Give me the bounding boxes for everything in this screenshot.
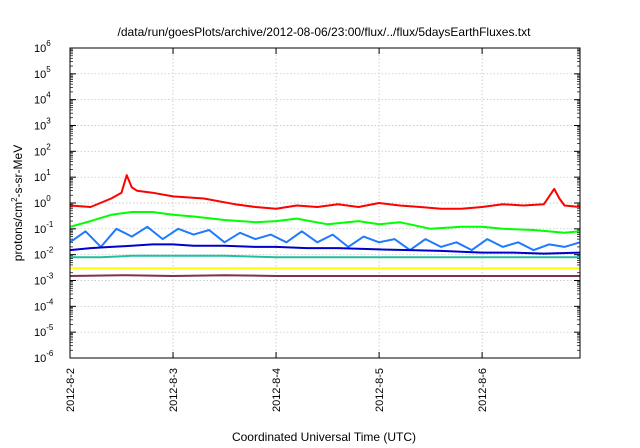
y-tick-label: 10-4 [34, 297, 54, 313]
x-tick-label: 2012-8-6 [477, 368, 489, 412]
series-line [69, 174, 581, 210]
x-axis-label: Coordinated Universal Time (UTC) [232, 430, 416, 444]
y-tick-label: 106 [34, 39, 51, 55]
y-axis-label-rest: -s-sr-MeV [11, 145, 25, 198]
series-line [69, 225, 581, 252]
y-tick-label: 10-6 [34, 349, 54, 365]
y-axis-label: protons/cm2-s-sr-MeV [10, 145, 25, 261]
x-tick-labels: 2012-8-2 2012-8-3 2012-8-4 2012-8-5 2012-8-6 [65, 368, 489, 412]
plot-border [69, 47, 581, 359]
series-line [69, 274, 580, 277]
series-lines [69, 174, 581, 277]
x-tick-label: 2012-8-5 [374, 368, 386, 412]
series-line [69, 243, 581, 255]
y-axis-label-base: protons/cm [11, 202, 25, 261]
y-tick-label: 102 [34, 142, 51, 158]
y-tick-label: 10-1 [34, 220, 54, 236]
y-tick-label: 10-5 [34, 323, 54, 339]
series-line [69, 211, 581, 234]
chart-title: /data/run/goesPlots/archive/2012-08-06/2… [118, 25, 532, 39]
y-tick-label: 104 [34, 91, 51, 107]
y-axis-label-sup: 2 [10, 197, 19, 202]
y-tick-label: 100 [34, 194, 51, 210]
y-tick-label: 10-3 [34, 272, 54, 288]
y-tick-label: 10-2 [34, 246, 54, 262]
x-tick-label: 2012-8-3 [168, 368, 180, 412]
x-tick-label: 2012-8-4 [271, 368, 283, 412]
x-tick-label: 2012-8-2 [65, 368, 77, 412]
series-line [70, 254, 580, 259]
y-tick-label: 105 [34, 65, 51, 81]
y-tick-label: 101 [34, 168, 51, 184]
y-tick-labels: 106 105 104 103 102 101 100 10-1 10-2 10-3 10-4 10-… [34, 39, 54, 365]
grid-lines [69, 47, 580, 359]
y-tick-label: 103 [34, 117, 51, 133]
